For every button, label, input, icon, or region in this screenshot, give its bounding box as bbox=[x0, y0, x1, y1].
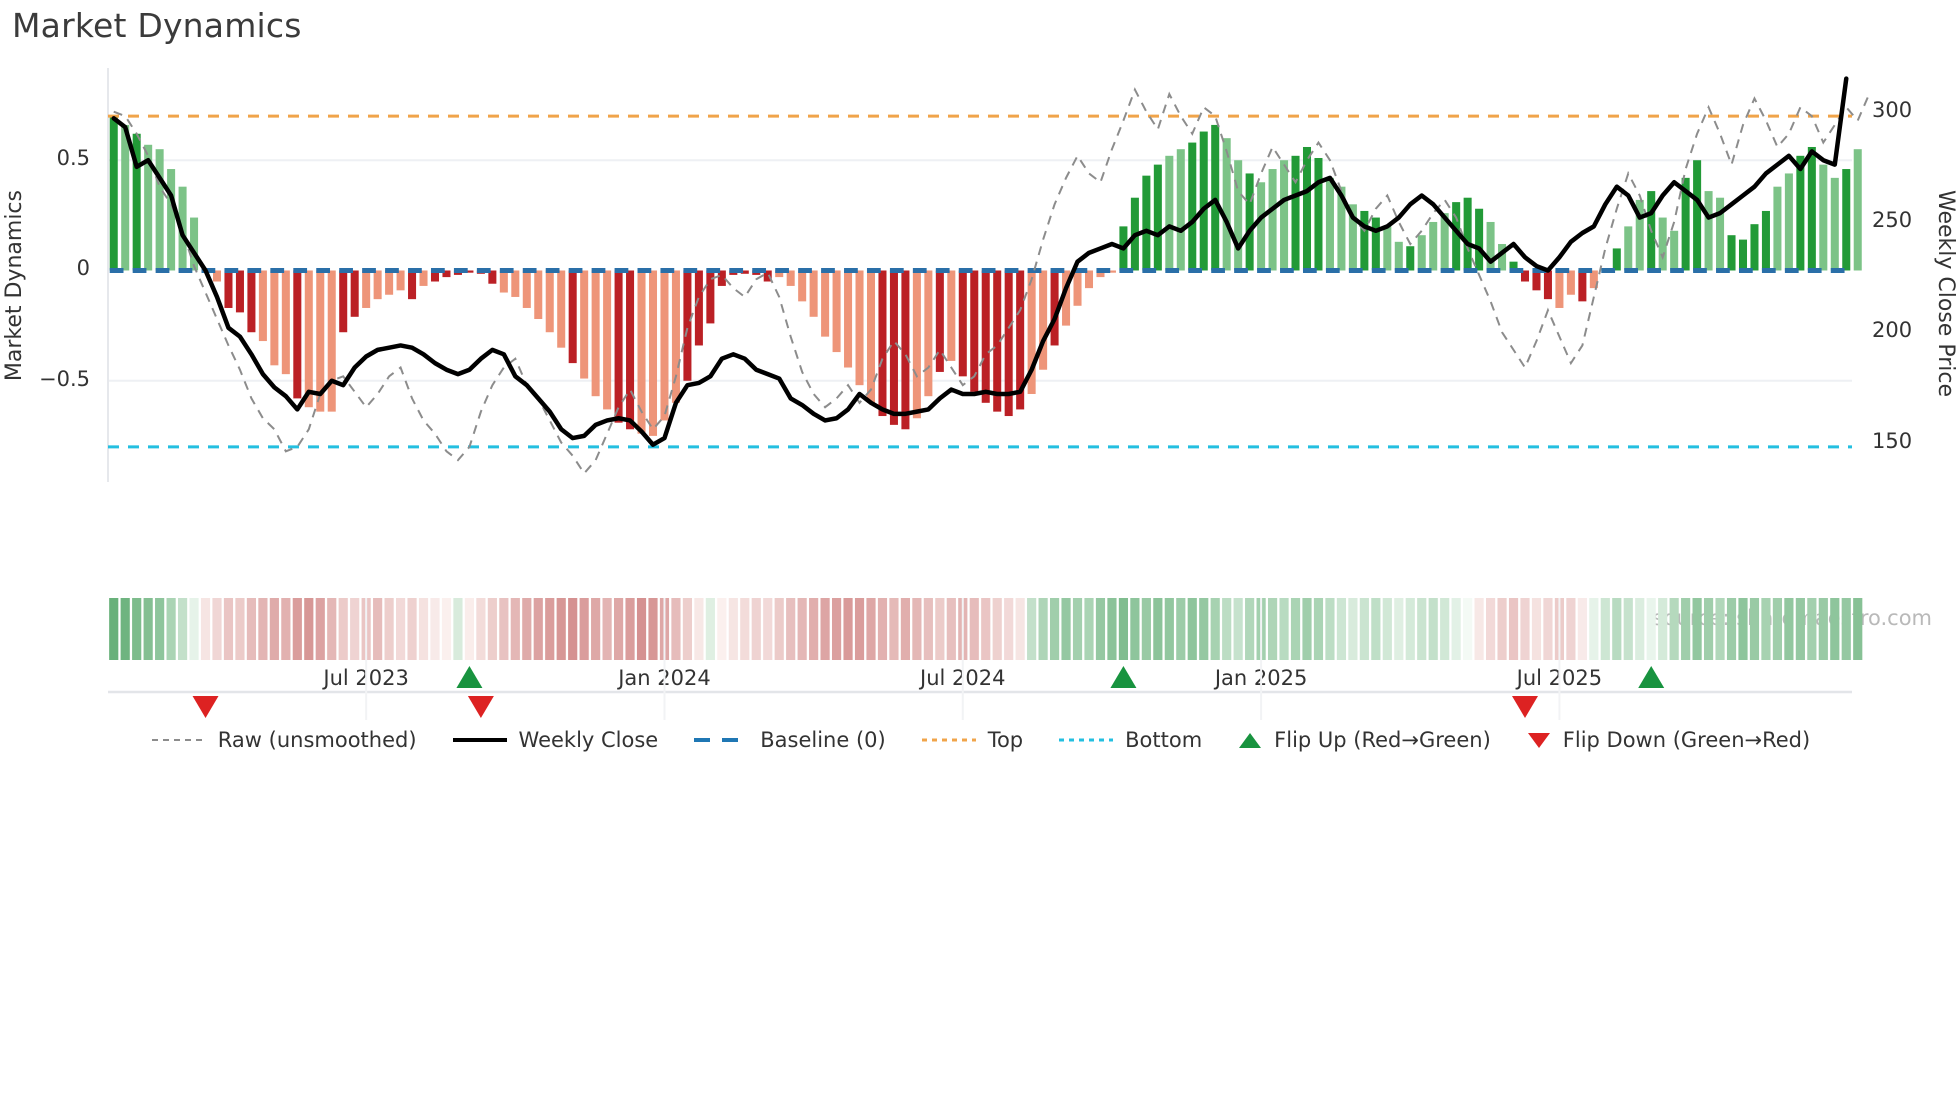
legend-label-baseline: Baseline (0) bbox=[760, 728, 886, 752]
legend-item-flip-up[interactable]: Flip Up (Red→Green) bbox=[1236, 728, 1491, 752]
y-axis-right-label: Weekly Close Price bbox=[1933, 190, 1958, 397]
legend-label-flip-up: Flip Up (Red→Green) bbox=[1274, 728, 1491, 752]
legend-item-flip-down[interactable]: Flip Down (Green→Red) bbox=[1525, 728, 1810, 752]
dotted-orange-line-icon bbox=[921, 738, 976, 742]
main-plot-svg bbox=[107, 68, 1871, 720]
legend-item-raw[interactable]: Raw (unsmoothed) bbox=[150, 728, 417, 752]
y-tick-right-3: 150 bbox=[1872, 428, 1913, 453]
legend-item-weekly-close[interactable]: Weekly Close bbox=[451, 728, 659, 752]
legend-item-baseline[interactable]: Baseline (0) bbox=[692, 728, 886, 752]
legend-label-raw: Raw (unsmoothed) bbox=[217, 728, 417, 752]
legend-item-bottom[interactable]: Bottom bbox=[1057, 728, 1202, 752]
y-tick-right-0: 300 bbox=[1872, 97, 1913, 122]
legend-label-flip-down: Flip Down (Green→Red) bbox=[1562, 728, 1811, 752]
legend-label-top: Top bbox=[987, 728, 1024, 752]
y-tick-right-1: 250 bbox=[1872, 207, 1913, 232]
dashed-blue-line-icon bbox=[694, 738, 749, 742]
y-tick-right-2: 200 bbox=[1872, 318, 1913, 343]
legend-label-weekly-close: Weekly Close bbox=[518, 728, 659, 752]
y-tick-left-2: −0.5 bbox=[39, 366, 90, 391]
legend-label-bottom: Bottom bbox=[1125, 728, 1203, 752]
solid-black-line-icon bbox=[452, 738, 507, 742]
dashed-gray-line-icon bbox=[151, 739, 206, 741]
chart-legend: Raw (unsmoothed) Weekly Close Baseline (… bbox=[0, 728, 1960, 752]
down-triangle-marker-icon bbox=[1527, 733, 1550, 748]
legend-item-top[interactable]: Top bbox=[920, 728, 1023, 752]
dotted-cyan-line-icon bbox=[1059, 738, 1114, 742]
up-triangle-marker-icon bbox=[1239, 733, 1262, 748]
page-title: Market Dynamics bbox=[12, 6, 302, 45]
y-tick-left-1: 0 bbox=[76, 256, 90, 281]
y-tick-left-0: 0.5 bbox=[56, 146, 90, 171]
